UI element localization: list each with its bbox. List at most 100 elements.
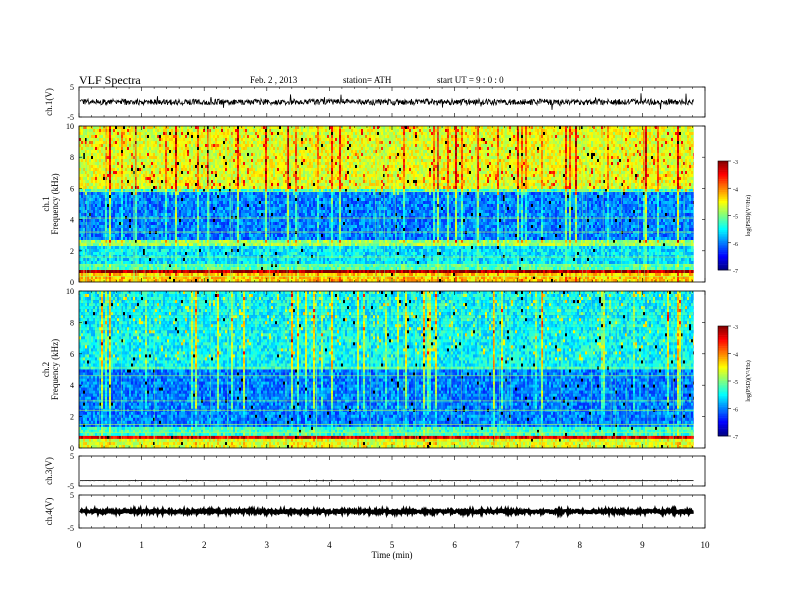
psd-cell [127, 138, 130, 142]
psd-cell [101, 132, 104, 136]
psd-cell [533, 153, 536, 157]
psd-cell [199, 159, 202, 163]
psd-cell [623, 147, 626, 151]
psd-cell [243, 159, 246, 163]
psd-cell [561, 147, 564, 151]
psd-cell [197, 156, 200, 160]
psd-cell [531, 144, 534, 148]
psd-cell [645, 135, 648, 139]
psd-cell [155, 126, 158, 130]
psd-cell [579, 168, 582, 172]
psd-cell [599, 159, 602, 163]
psd-cell [609, 138, 612, 142]
psd-cell [343, 162, 346, 166]
psd-cell [583, 153, 586, 157]
psd-cell [643, 168, 646, 172]
psd-cell [569, 135, 572, 139]
psd-cell [633, 159, 636, 163]
psd-cell [565, 150, 568, 154]
psd-cell [87, 138, 90, 142]
psd-cell [547, 129, 550, 133]
psd-cell [123, 165, 126, 169]
psd-cell [649, 156, 652, 160]
psd-cell [299, 150, 302, 154]
psd-cell [371, 135, 374, 139]
psd-cell [79, 162, 82, 166]
psd-cell [285, 156, 288, 160]
psd-cell [335, 129, 338, 133]
psd-cell [575, 132, 578, 136]
psd-cell [561, 138, 564, 142]
psd-cell [443, 165, 446, 169]
psd-cell [533, 144, 536, 148]
psd-cell [175, 150, 178, 154]
psd-cell [399, 144, 402, 148]
psd-cell [307, 162, 310, 166]
psd-cell [193, 144, 196, 148]
psd-cell [385, 171, 388, 175]
psd-cell [207, 132, 210, 136]
psd-cell [323, 153, 326, 157]
psd-cell [537, 171, 540, 175]
psd-cell [485, 144, 488, 148]
psd-cell [277, 138, 280, 142]
psd-cell [525, 138, 528, 142]
psd-cell [481, 162, 484, 166]
psd-cell [513, 126, 516, 130]
psd-cell [321, 156, 324, 160]
psd-cell [171, 132, 174, 136]
psd-cell [205, 162, 208, 166]
psd-cell [165, 153, 168, 157]
psd-cell [287, 132, 290, 136]
psd-cell [355, 147, 358, 151]
psd-cell [341, 156, 344, 160]
psd-cell [515, 162, 518, 166]
psd-cell [501, 135, 504, 139]
psd-cell [411, 135, 414, 139]
psd-cell [121, 144, 124, 148]
psd-cell [233, 156, 236, 160]
psd-cell [307, 156, 310, 160]
psd-cell [171, 144, 174, 148]
psd-cell [95, 141, 98, 145]
psd-cell [439, 132, 442, 136]
psd-cell [123, 156, 126, 160]
psd-cell [449, 171, 452, 175]
psd-cell [469, 165, 472, 169]
psd-cell [407, 165, 410, 169]
psd-cell [425, 168, 428, 172]
psd-cell [467, 138, 470, 142]
psd-cell [501, 129, 504, 133]
psd-cell [139, 135, 142, 139]
psd-cell [227, 171, 230, 175]
psd-cell [257, 150, 260, 154]
psd-cell [79, 165, 82, 169]
psd-cell [423, 135, 426, 139]
psd-cell [419, 171, 422, 175]
psd-cell [311, 168, 314, 172]
psd-cell [621, 159, 624, 163]
psd-cell [453, 132, 456, 136]
psd-cell [467, 165, 470, 169]
psd-cell [169, 141, 172, 145]
psd-cell [249, 138, 252, 142]
psd-cell [303, 156, 306, 160]
psd-cell [491, 171, 494, 175]
psd-cell [589, 162, 592, 166]
psd-cell [445, 156, 448, 160]
psd-cell [575, 129, 578, 133]
psd-cell [129, 168, 132, 172]
psd-cell [451, 165, 454, 169]
psd-cell [547, 150, 550, 154]
psd-cell [221, 129, 224, 133]
psd-cell [85, 150, 88, 154]
psd-cell [441, 141, 444, 145]
psd-cell [221, 132, 224, 136]
psd-cell [497, 129, 500, 133]
psd-cell [301, 126, 304, 130]
psd-cell [483, 126, 486, 130]
psd-cell [299, 138, 302, 142]
psd-cell [313, 153, 316, 157]
psd-cell [615, 138, 618, 142]
